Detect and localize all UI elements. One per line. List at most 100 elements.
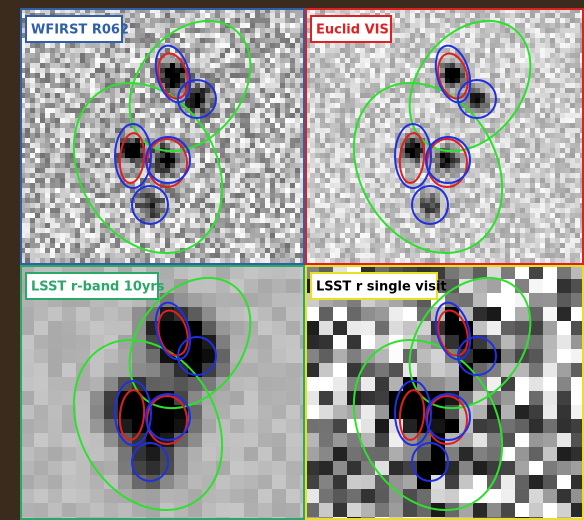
pixel <box>295 163 300 168</box>
pixel <box>235 188 240 193</box>
pixel <box>145 253 150 258</box>
pixel <box>280 128 285 133</box>
pixel <box>505 133 510 138</box>
pixel <box>425 93 430 98</box>
pixel <box>115 243 120 248</box>
pixel <box>250 203 255 208</box>
pixel <box>505 33 510 38</box>
pixel <box>425 78 430 83</box>
pixel <box>45 108 50 113</box>
pixel <box>540 38 545 43</box>
pixel <box>160 28 165 33</box>
pixel <box>260 168 265 173</box>
pixel <box>90 193 95 198</box>
pixel <box>450 78 455 83</box>
pixel <box>50 113 55 118</box>
pixel <box>315 178 320 183</box>
pixel <box>135 208 140 213</box>
pixel <box>295 253 300 258</box>
pixel <box>35 168 40 173</box>
pixel <box>105 163 110 168</box>
pixel <box>195 153 200 158</box>
pixel <box>360 78 365 83</box>
pixel <box>120 108 125 113</box>
pixel <box>255 53 260 58</box>
pixel <box>250 153 255 158</box>
pixel <box>260 148 265 153</box>
pixel <box>420 113 425 118</box>
pixel <box>535 108 540 113</box>
pixel <box>245 148 250 153</box>
pixel <box>265 218 270 223</box>
pixel <box>270 228 275 233</box>
pixel <box>295 203 300 208</box>
pixel <box>150 118 155 123</box>
pixel <box>80 153 85 158</box>
pixel <box>380 173 385 178</box>
pixel <box>200 33 205 38</box>
pixel <box>275 128 280 133</box>
pixel <box>320 53 325 58</box>
pixel <box>70 168 75 173</box>
pixel <box>35 108 40 113</box>
pixel <box>385 78 390 83</box>
pixel <box>215 173 220 178</box>
pixel <box>100 213 105 218</box>
pixel <box>290 88 295 93</box>
pixel <box>40 258 45 263</box>
pixel <box>310 118 315 123</box>
pixel <box>480 183 485 188</box>
pixel <box>30 128 35 133</box>
pixel <box>190 258 195 263</box>
pixel <box>490 98 495 103</box>
pixel <box>240 43 245 48</box>
pixel <box>420 88 425 93</box>
pixel <box>125 248 130 253</box>
pixel <box>180 233 185 238</box>
pixel <box>415 163 420 168</box>
pixel <box>100 228 105 233</box>
pixel <box>555 78 560 83</box>
pixel <box>195 173 200 178</box>
pixel <box>225 158 230 163</box>
pixel <box>490 183 495 188</box>
pixel <box>525 23 530 28</box>
pixel <box>270 148 275 153</box>
pixel <box>330 128 335 133</box>
pixel <box>395 108 400 113</box>
pixel <box>30 188 35 193</box>
pixel <box>370 123 375 128</box>
pixel <box>45 128 50 133</box>
pixel <box>490 58 495 63</box>
pixel <box>225 218 230 223</box>
pixel <box>275 23 280 28</box>
pixel <box>240 243 245 248</box>
pixel <box>480 103 485 108</box>
pixel <box>340 48 345 53</box>
pixel <box>75 183 80 188</box>
pixel <box>500 83 505 88</box>
pixel <box>325 103 330 108</box>
pixel <box>40 78 45 83</box>
pixel <box>330 148 335 153</box>
pixel <box>510 128 515 133</box>
pixel <box>275 228 280 233</box>
pixel <box>525 153 530 158</box>
pixel <box>75 143 80 148</box>
pixel <box>320 148 325 153</box>
pixel <box>370 183 375 188</box>
pixel <box>160 208 165 213</box>
pixel <box>545 78 550 83</box>
pixel <box>115 258 120 263</box>
pixel <box>230 198 235 203</box>
pixel <box>295 198 300 203</box>
pixel <box>145 198 150 203</box>
pixel <box>90 223 95 228</box>
pixel <box>365 93 370 98</box>
pixel <box>265 203 270 208</box>
pixel <box>170 108 175 113</box>
pixel <box>255 223 260 228</box>
pixel <box>550 23 555 28</box>
pixel <box>285 238 290 243</box>
pixel <box>280 183 285 188</box>
